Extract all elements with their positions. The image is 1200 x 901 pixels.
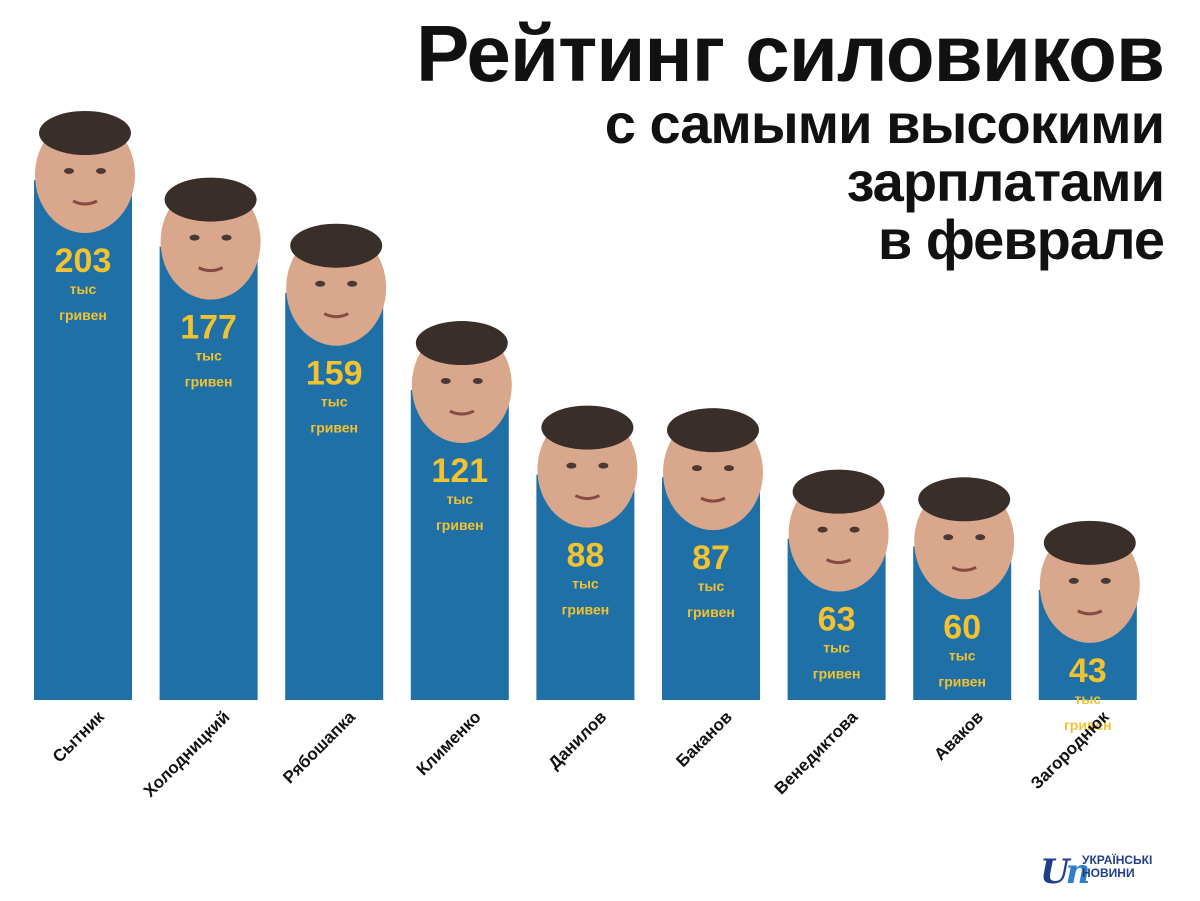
portrait-mouth [323, 312, 349, 319]
unit-label: гривен [59, 307, 107, 323]
tick-label: Данилов [545, 707, 611, 773]
portrait-eye [849, 526, 860, 533]
portrait-hair [541, 405, 634, 450]
unit-label: тыс [195, 348, 222, 364]
unit-label: тыс [1074, 691, 1101, 707]
portrait-eye [724, 465, 734, 472]
chart-title: Рейтинг силовиков с самыми высокими зарп… [416, 9, 1165, 271]
bar [159, 246, 258, 700]
portrait-eye [440, 378, 451, 385]
portrait-eye [817, 526, 828, 533]
title-line-3: зарплатами [846, 150, 1165, 213]
unit-label: тыс [572, 576, 599, 592]
portrait-hair [667, 408, 759, 453]
unit-label: гривен [938, 673, 986, 689]
portrait-mouth [951, 565, 977, 572]
portrait-eye [975, 534, 986, 541]
portrait-mouth [700, 496, 726, 503]
unit-label: тыс [446, 491, 473, 507]
data-label: 159 [306, 355, 363, 393]
unit-label: гривен [310, 420, 358, 436]
unit-label: тыс [698, 578, 725, 594]
data-label: 121 [431, 452, 488, 490]
portrait-eye [943, 534, 954, 541]
tick-label: Аваков [930, 707, 987, 764]
tick-label: Клименко [413, 707, 485, 779]
portrait-hair [792, 469, 885, 514]
portrait-eye [315, 280, 326, 287]
portrait-eye [472, 378, 483, 385]
portrait-eye [1068, 577, 1079, 584]
data-label: 60 [943, 608, 981, 646]
data-label: 43 [1069, 652, 1107, 690]
logo-text: УКРАЇНСЬКІ НОВИНИ [1082, 854, 1152, 880]
portrait-eye [189, 234, 200, 241]
unit-label: гривен [562, 602, 610, 618]
unit-label: гривен [185, 374, 233, 390]
portrait-eye [96, 168, 106, 174]
portrait-mouth [574, 494, 601, 501]
portrait-hair [164, 177, 257, 222]
portrait-eye [692, 465, 702, 472]
portrait-eye [598, 462, 609, 469]
portrait-mouth [197, 266, 224, 273]
portrait-hair [290, 223, 383, 268]
unit-label: тыс [70, 281, 97, 297]
portrait-hair [415, 321, 508, 366]
portrait-eye [64, 168, 74, 174]
logo-line-1: УКРАЇНСЬКІ [1082, 853, 1153, 867]
portrait-mouth [1077, 609, 1103, 616]
logo-line-2: НОВИНИ [1082, 866, 1135, 880]
portrait-eye [566, 462, 577, 469]
tick-label: Холодницкий [140, 707, 233, 800]
tick-label: Рябошапка [279, 707, 359, 787]
title-line-4: в феврале [877, 208, 1165, 271]
tick-label: Венедиктова [771, 707, 862, 798]
portrait-mouth [825, 558, 852, 565]
data-label: 203 [55, 242, 112, 280]
bar [34, 180, 132, 700]
data-label: 177 [180, 309, 237, 347]
unit-label: гривен [436, 517, 484, 533]
portrait-eye [1100, 577, 1111, 584]
data-label: 63 [818, 601, 856, 639]
tick-label: Сытник [49, 707, 108, 766]
data-label: 87 [692, 539, 730, 577]
title-line-1: Рейтинг силовиков [416, 9, 1165, 98]
portrait-hair [39, 111, 131, 155]
unit-label: гривен [813, 666, 861, 682]
portrait-mouth [72, 199, 98, 206]
portrait-hair [1043, 520, 1136, 565]
portrait-eye [347, 280, 358, 287]
unit-label: тыс [321, 394, 348, 410]
unit-label: тыс [949, 647, 976, 663]
portrait-hair [918, 477, 1011, 522]
unit-label: тыс [823, 640, 850, 656]
title-line-2: с самыми высокими [604, 92, 1165, 155]
publisher-logo: Un УКРАЇНСЬКІ НОВИНИ [1040, 848, 1160, 892]
portrait-mouth [449, 409, 475, 416]
unit-label: гривен [687, 604, 735, 620]
logo-un-icon: Un [1040, 852, 1090, 892]
bar [285, 292, 384, 700]
unit-label: гривен [1064, 717, 1112, 733]
data-label: 88 [566, 537, 604, 575]
tick-label: Баканов [672, 707, 735, 770]
portrait-eye [221, 234, 232, 241]
